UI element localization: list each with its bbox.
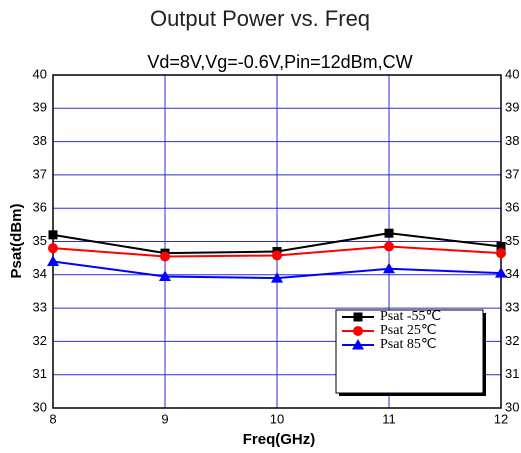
x-tick-label: 9 bbox=[161, 411, 168, 426]
marker bbox=[495, 267, 507, 278]
marker bbox=[353, 312, 363, 322]
y2-tick-label: 39 bbox=[505, 100, 519, 115]
marker bbox=[384, 228, 394, 238]
y2-tick-label: 35 bbox=[505, 233, 519, 248]
x-tick-label: 12 bbox=[494, 411, 508, 426]
marker bbox=[48, 243, 58, 254]
y2-tick-label: 32 bbox=[505, 333, 519, 348]
y2-tick-label: 33 bbox=[505, 300, 519, 315]
y-tick-label: 31 bbox=[33, 366, 47, 381]
legend-label: Psat 85℃ bbox=[380, 337, 437, 352]
y-axis-label: Psat(dBm) bbox=[8, 203, 25, 278]
marker bbox=[47, 255, 59, 266]
legend-box bbox=[335, 309, 484, 394]
marker bbox=[353, 326, 363, 336]
legend-label: Psat -55℃ bbox=[380, 309, 441, 324]
marker bbox=[496, 241, 506, 251]
y-tick-label: 40 bbox=[33, 66, 47, 81]
y-tick-label: 35 bbox=[33, 233, 47, 248]
marker bbox=[272, 250, 282, 261]
y-tick-label: 38 bbox=[33, 133, 47, 148]
y-tick-label: 33 bbox=[33, 300, 47, 315]
chart-title: Output Power vs. Freq bbox=[150, 6, 370, 31]
y-tick-label: 37 bbox=[33, 166, 47, 181]
marker bbox=[48, 230, 58, 240]
y-tick-label: 34 bbox=[33, 266, 47, 281]
y2-tick-label: 40 bbox=[505, 66, 519, 81]
plot-frame bbox=[52, 74, 502, 409]
x-tick-label: 11 bbox=[382, 411, 396, 426]
y2-tick-label: 38 bbox=[505, 133, 519, 148]
x-tick-label: 10 bbox=[270, 411, 284, 426]
marker bbox=[160, 251, 170, 262]
y2-tick-label: 30 bbox=[505, 399, 519, 414]
y-tick-label: 30 bbox=[33, 399, 47, 414]
y-tick-label: 32 bbox=[33, 333, 47, 348]
y2-tick-label: 37 bbox=[505, 166, 519, 181]
x-axis-label: Freq(GHz) bbox=[243, 431, 316, 448]
legend-label: Psat 25℃ bbox=[380, 323, 437, 338]
chart-subtitle: Vd=8V,Vg=-0.6V,Pin=12dBm,CW bbox=[147, 52, 412, 72]
y2-tick-label: 36 bbox=[505, 200, 519, 215]
marker bbox=[496, 248, 506, 259]
y2-tick-label: 31 bbox=[505, 366, 519, 381]
y-tick-label: 36 bbox=[33, 200, 47, 215]
x-tick-label: 8 bbox=[49, 411, 56, 426]
y2-tick-label: 34 bbox=[505, 266, 519, 281]
marker bbox=[352, 339, 364, 350]
marker bbox=[159, 270, 171, 281]
y-tick-label: 39 bbox=[33, 100, 47, 115]
marker bbox=[383, 262, 395, 274]
marker bbox=[384, 241, 394, 252]
marker bbox=[271, 272, 283, 283]
